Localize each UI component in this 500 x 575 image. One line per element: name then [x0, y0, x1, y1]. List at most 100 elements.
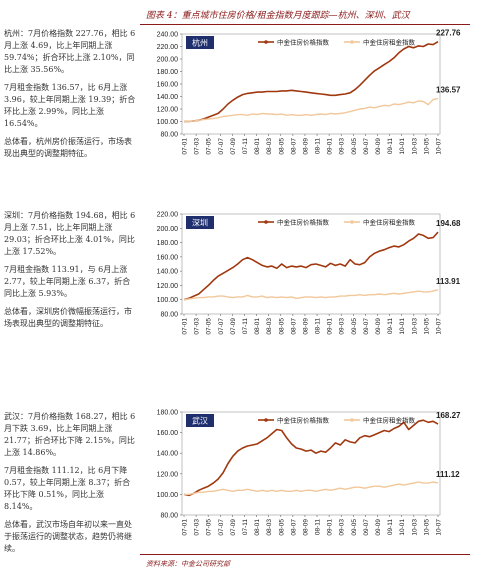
legend-label: 中金住房价格指数: [277, 218, 330, 227]
x-tick-label: 10-03: [411, 138, 418, 155]
legend-label: 中金住房价格指数: [277, 38, 330, 47]
y-tick-label: 80.00: [160, 312, 178, 319]
figure-title-bar: 图表 4：重点城市住房价格/租金指数月度跟踪—杭州、深圳、武汉: [140, 6, 470, 24]
source-note: 资料来源：中金公司研究部: [146, 560, 230, 568]
x-tick-label: 07-07: [218, 519, 225, 536]
x-tick-label: 08-11: [315, 519, 322, 536]
y-tick-label: 140.00: [157, 269, 179, 276]
x-tick-label: 10-07: [436, 138, 443, 155]
x-tick-label: 09-09: [375, 519, 382, 536]
price-index-line: [183, 419, 439, 497]
x-tick-label: 08-09: [302, 318, 309, 335]
price-index-line: [184, 41, 439, 123]
x-tick-label: 08-05: [278, 519, 285, 536]
x-tick-label: 08-11: [315, 318, 322, 335]
x-tick-label: 09-01: [327, 519, 334, 536]
shenzhen-paragraph-2: 7月租金指数 113.91，与 6月上涨 2.77，较上年同期上涨 6.37，折…: [4, 265, 131, 298]
x-tick-label: 07-01: [182, 138, 189, 155]
plot-area: [181, 33, 441, 135]
x-tick-label: 09-01: [327, 318, 334, 335]
x-tick-label: 08-03: [266, 519, 273, 536]
x-tick-label: 08-09: [302, 519, 309, 536]
x-tick-label: 10-01: [399, 138, 406, 155]
rent-index-line: [183, 289, 439, 301]
x-tick-label: 08-07: [290, 519, 297, 536]
rent-end-label: 113.91: [436, 277, 461, 286]
rent-index-line: [184, 97, 439, 123]
x-tick-label: 07-07: [218, 318, 225, 335]
x-tick-label: 10-03: [411, 318, 418, 335]
x-tick-label: 07-05: [206, 138, 213, 155]
x-tick-label: 09-01: [327, 138, 334, 155]
y-tick-label: 100.00: [157, 492, 179, 499]
shenzhen-paragraph-1: 深圳：7月价格指数 194.68，相比 6月上涨 7.51，比上年同期上涨 29…: [4, 211, 136, 256]
x-tick-label: 09-07: [363, 138, 370, 155]
x-tick-label: 09-09: [375, 138, 382, 155]
y-tick-label: 180.00: [157, 240, 179, 247]
hangzhou-paragraph-3: 总体看，杭州房价振荡运行，市场表现出典型的调整期特征。: [4, 137, 132, 158]
x-tick-label: 08-01: [254, 318, 261, 335]
x-tick-label: 10-05: [423, 318, 430, 335]
x-tick-label: 07-07: [218, 138, 225, 155]
legend-marker: [264, 418, 268, 422]
price-end-label: 168.27: [436, 411, 461, 420]
y-tick-label: 220.00: [157, 44, 179, 51]
y-tick-label: 220.00: [157, 212, 179, 219]
x-tick-label: 10-01: [399, 318, 406, 335]
hangzhou-paragraph-1: 杭州：7月价格指数 227.76，相比 6月上涨 4.69，比上年同期上涨 59…: [4, 29, 136, 74]
legend-marker: [264, 40, 268, 44]
title-rule: [140, 24, 470, 25]
x-tick-label: 10-01: [399, 519, 406, 536]
x-tick-label: 09-03: [339, 519, 346, 536]
y-tick-label: 160.00: [157, 82, 179, 89]
city-name: 杭州: [192, 38, 208, 48]
x-tick-label: 08-03: [266, 318, 273, 335]
x-tick-label: 07-11: [242, 138, 249, 155]
wuhan-paragraph-1: 武汉：7月价格指数 168.27，相比 6月下跌 3.69，比上年同期上涨 21…: [4, 412, 136, 457]
x-tick-label: 07-05: [206, 318, 213, 335]
x-tick-label: 09-05: [351, 519, 358, 536]
rent-end-label: 136.57: [436, 86, 461, 95]
x-tick-label: 09-07: [363, 318, 370, 335]
x-tick-label: 08-01: [254, 519, 261, 536]
x-tick-label: 09-03: [339, 318, 346, 335]
wuhan-paragraph-3: 总体看，武汉市场自年初以来一直处于振荡运行的调整状态，趋势仍将继续。: [4, 520, 132, 553]
y-tick-label: 140.00: [157, 451, 179, 458]
legend-marker: [350, 40, 354, 44]
x-tick-label: 10-07: [436, 519, 443, 536]
x-tick-label: 09-11: [387, 318, 394, 335]
wuhan-chart-svg: 180.00 160.00 140.00 120.00 100.00 80.00 07-01…: [157, 410, 461, 536]
rent-index-line: [184, 481, 439, 496]
legend-label: 中金住房价格指数: [277, 416, 330, 425]
wuhan-chart: 180.00 160.00 140.00 120.00 100.00 80.00 07-01…: [140, 404, 470, 547]
x-tick-label: 07-11: [242, 519, 249, 536]
y-tick-label: 100.00: [157, 297, 179, 304]
y-tick-label: 160.00: [157, 254, 179, 261]
x-tick-label: 07-09: [230, 519, 237, 536]
x-tick-label: 08-03: [266, 138, 273, 155]
x-tick-label: 08-07: [290, 318, 297, 335]
x-tick-label: 09-05: [351, 318, 358, 335]
x-tick-label: 10-05: [423, 138, 430, 155]
y-tick-label: 180.00: [157, 410, 179, 417]
x-tick-label: 07-09: [230, 138, 237, 155]
city-name: 深圳: [192, 218, 208, 228]
y-tick-label: 160.00: [157, 430, 179, 437]
rent-end-label: 111.12: [436, 470, 460, 479]
y-tick-label: 120.00: [157, 107, 179, 114]
figure-title: 图表 4：重点城市住房价格/租金指数月度跟踪—杭州、深圳、武汉: [146, 11, 410, 21]
x-tick-label: 08-09: [302, 138, 309, 155]
x-tick-label: 09-11: [387, 138, 394, 155]
x-tick-label: 09-07: [363, 519, 370, 536]
x-tick-label: 10-03: [411, 519, 418, 536]
legend-marker: [350, 418, 354, 422]
legend-marker: [264, 220, 268, 224]
price-index-line: [183, 231, 439, 301]
y-tick-label: 80.00: [160, 132, 178, 139]
hangzhou-chart-svg: 240.00 220.00 200.00 180.00 160.00 140.00 120.…: [157, 29, 461, 155]
price-end-label: 194.68: [436, 219, 461, 228]
x-tick-label: 07-05: [206, 519, 213, 536]
price-end-label: 227.76: [436, 29, 461, 38]
wuhan-commentary: 武汉：7月价格指数 168.27，相比 6月下跌 3.69，比上年同期上涨 21…: [4, 411, 138, 561]
x-tick-label: 09-05: [351, 138, 358, 155]
